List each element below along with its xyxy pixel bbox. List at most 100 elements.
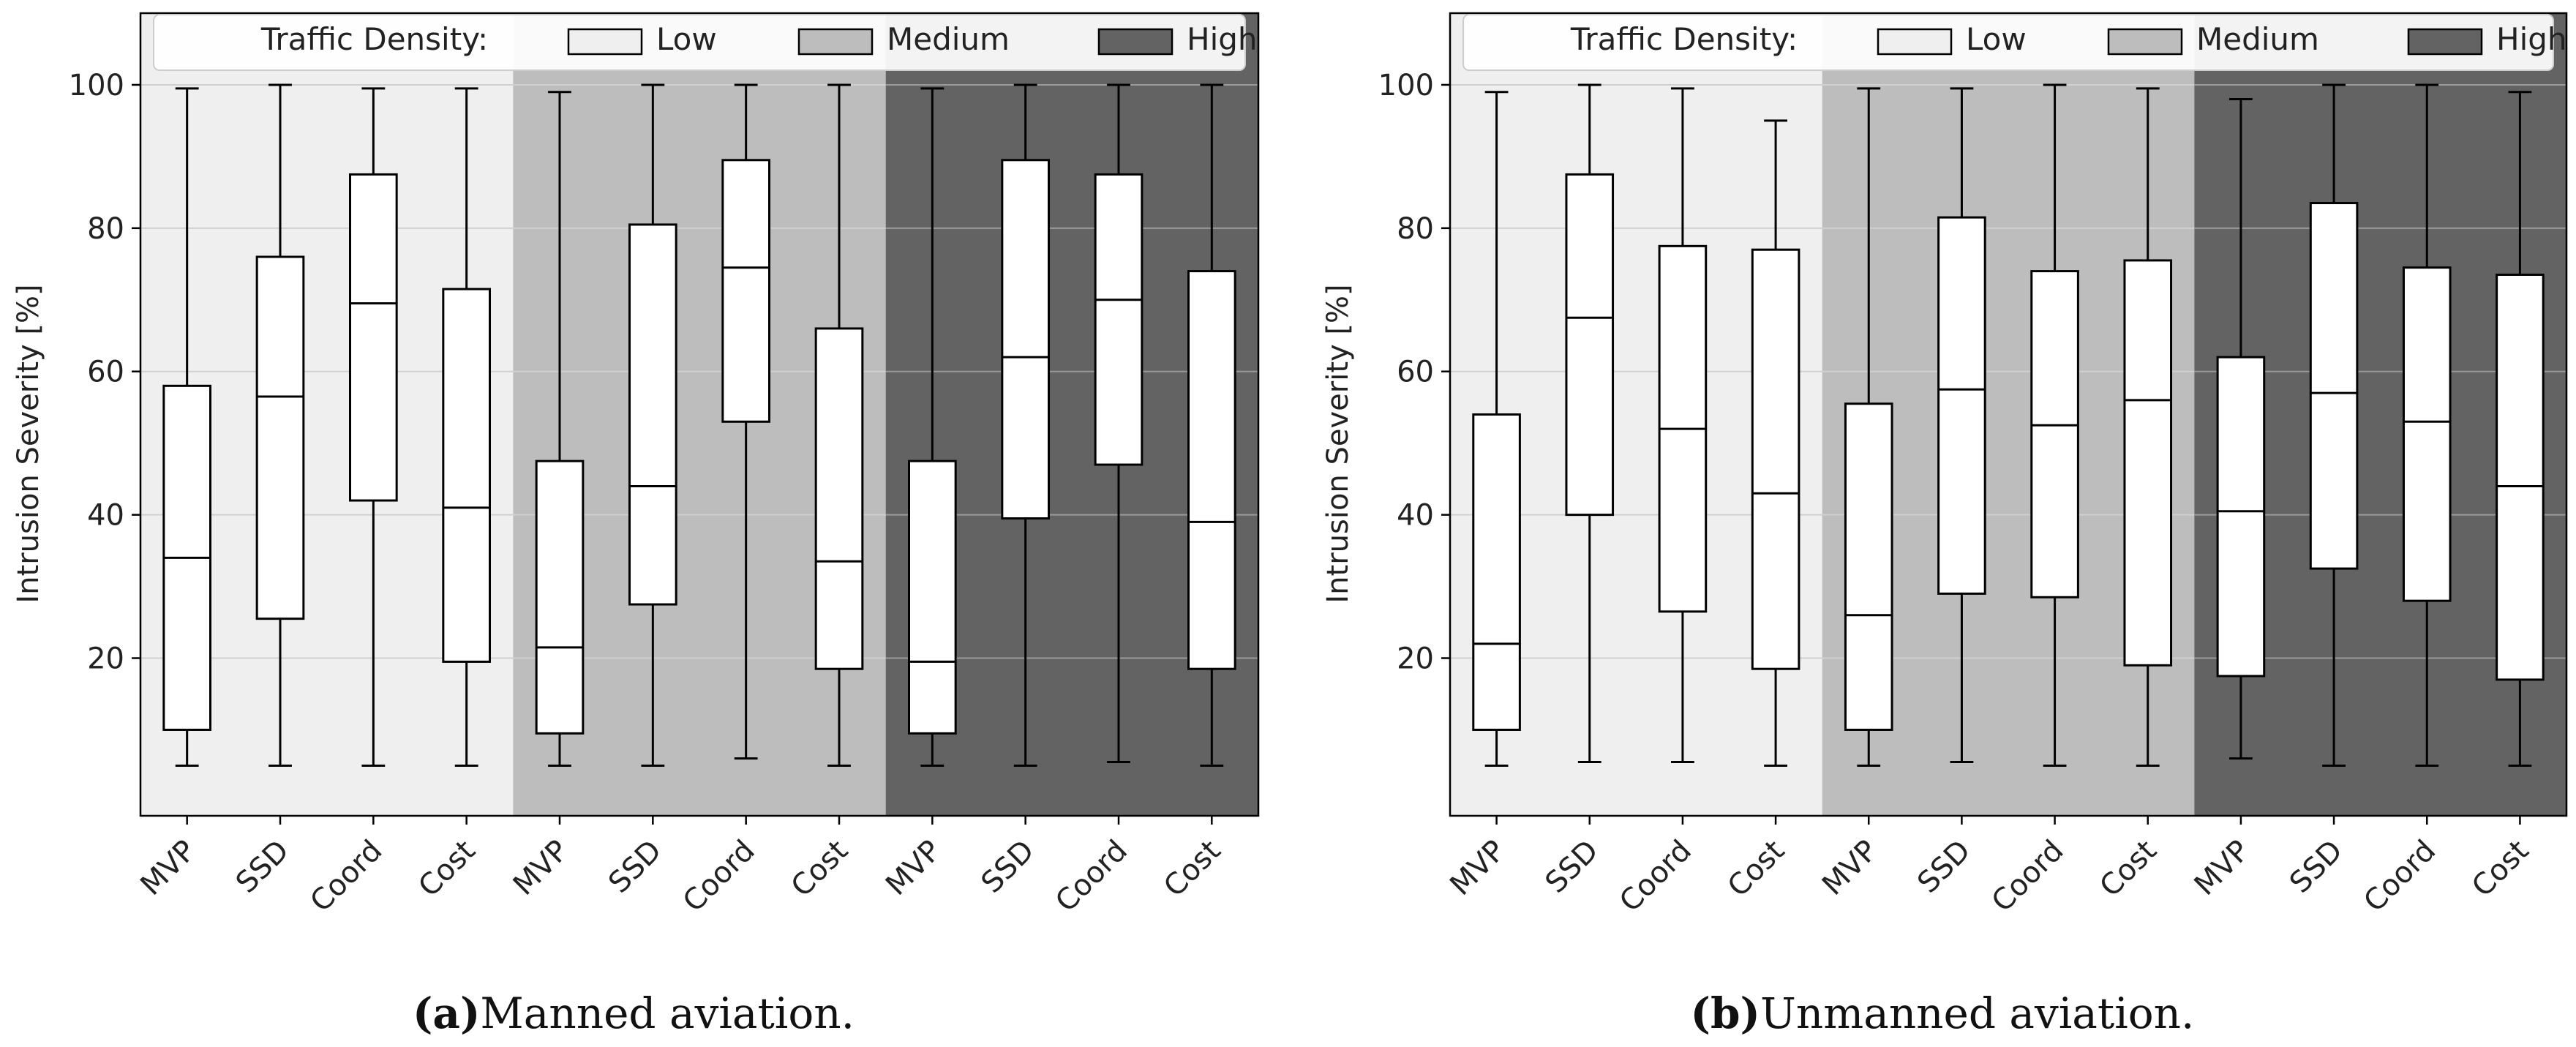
y-tick-label: 100 <box>69 69 124 102</box>
box-iqr <box>535 459 585 735</box>
box-mvp-low <box>1472 91 1521 767</box>
y-tick-label: 80 <box>87 212 124 246</box>
legend-label-medium: Medium <box>887 21 1010 57</box>
box-cost-medium <box>2123 87 2173 767</box>
x-tick-label: SSD <box>1911 834 1977 900</box>
box-ssd-medium <box>628 83 677 767</box>
box-iqr <box>1187 270 1236 670</box>
y-tick-label: 60 <box>1397 356 1434 389</box>
y-tick-label: 20 <box>87 642 124 676</box>
x-tick-label: Cost <box>785 834 855 904</box>
legend-box <box>1462 14 2554 71</box>
box-iqr <box>349 173 398 502</box>
legend-label-medium: Medium <box>2196 21 2319 57</box>
y-tick-label: 40 <box>1397 499 1434 533</box>
x-tick-label: MVP <box>879 834 947 902</box>
y-tick-label: 40 <box>87 499 124 533</box>
box-iqr <box>1094 173 1144 466</box>
caption-text: Manned aviation. <box>480 988 855 1038</box>
legend-swatch-medium <box>797 28 874 56</box>
x-tick-label: Coord <box>1986 834 2070 919</box>
x-tick-label: SSD <box>2283 834 2349 900</box>
box-cost-low <box>442 87 491 767</box>
box-iqr <box>1001 159 1051 520</box>
y-tick-label: 60 <box>87 356 124 389</box>
box-mvp-high <box>908 87 957 767</box>
box-coord-low <box>349 87 398 767</box>
legend-label-low: Low <box>1966 21 2027 57</box>
box-ssd-low <box>1565 83 1615 764</box>
legend-box <box>153 14 1246 71</box>
box-iqr <box>1472 413 1521 731</box>
x-tick-label: SSD <box>975 834 1041 900</box>
box-cost-low <box>1751 119 1800 767</box>
x-tick-label: Cost <box>412 834 481 904</box>
legend-label-high: High <box>1187 21 1258 57</box>
box-iqr <box>2496 274 2545 681</box>
box-iqr <box>908 459 957 735</box>
legend-swatch-low <box>1877 28 1953 56</box>
x-tick-label: SSD <box>1539 834 1605 900</box>
legend-swatch-high <box>2407 28 2483 56</box>
x-tick-label: Coord <box>2357 834 2442 919</box>
y-tick-label: 80 <box>1397 212 1434 246</box>
box-coord-medium <box>2030 83 2079 767</box>
box-mvp-medium <box>1844 87 1893 767</box>
box-iqr <box>1937 216 1986 595</box>
caption-letter: (b) <box>1691 988 1760 1038</box>
box-cost-high <box>2496 91 2545 767</box>
box-coord-high <box>2402 83 2452 767</box>
box-mvp-high <box>2216 98 2266 760</box>
legend-title: Traffic Density: <box>1570 21 1798 57</box>
x-tick-label: Coord <box>1049 834 1134 919</box>
axes-frame <box>139 12 1260 817</box>
x-tick-label: MVP <box>1443 834 1512 902</box>
axes-frame <box>1449 12 2568 817</box>
x-tick-label: Cost <box>1721 834 1791 904</box>
box-iqr <box>814 327 864 670</box>
caption-letter: (a) <box>413 988 480 1038</box>
box-iqr <box>1844 402 1893 731</box>
y-tick-label: 100 <box>1378 69 1434 102</box>
x-tick-label: Cost <box>2093 834 2163 904</box>
box-coord-high <box>1094 83 1144 764</box>
box-iqr <box>628 223 677 606</box>
legend: Traffic Density: Low Medium High <box>1462 14 2567 71</box>
box-cost-medium <box>814 83 864 767</box>
x-tick-label: Coord <box>677 834 762 919</box>
box-iqr <box>2309 202 2359 570</box>
y-axis-label: Intrusion Severity [%] <box>1321 284 1355 603</box>
x-tick-label: MVP <box>1816 834 1884 902</box>
box-ssd-high <box>1001 83 1051 767</box>
legend: Traffic Density: Low Medium High <box>153 14 1258 71</box>
box-iqr <box>2216 356 2266 678</box>
box-mvp-low <box>162 87 211 767</box>
x-tick-label: Coord <box>304 834 388 919</box>
box-iqr <box>2123 259 2173 667</box>
x-tick-label: SSD <box>230 834 296 900</box>
x-tick-label: Coord <box>1613 834 1698 919</box>
x-tick-label: MVP <box>2188 834 2256 902</box>
box-coord-low <box>1658 87 1708 764</box>
x-tick-label: MVP <box>134 834 202 902</box>
caption: (b)Unmanned aviation. <box>1691 988 2195 1038</box>
legend-label-high: High <box>2496 21 2567 57</box>
box-coord-medium <box>721 83 770 760</box>
box-cost-high <box>1187 83 1236 767</box>
box-iqr <box>255 255 305 620</box>
box-iqr <box>2402 266 2452 602</box>
legend-swatch-low <box>567 28 643 56</box>
box-ssd-low <box>255 83 305 767</box>
y-axis-label: Intrusion Severity [%] <box>12 284 45 603</box>
legend-swatch-high <box>1097 28 1174 56</box>
legend-title: Traffic Density: <box>260 21 488 57</box>
legend-label-low: Low <box>656 21 717 57</box>
box-ssd-high <box>2309 83 2359 767</box>
y-tick-label: 20 <box>1397 642 1434 676</box>
box-ssd-medium <box>1937 87 1986 764</box>
box-iqr <box>721 159 770 423</box>
box-iqr <box>2030 270 2079 598</box>
box-iqr <box>1751 248 1800 670</box>
